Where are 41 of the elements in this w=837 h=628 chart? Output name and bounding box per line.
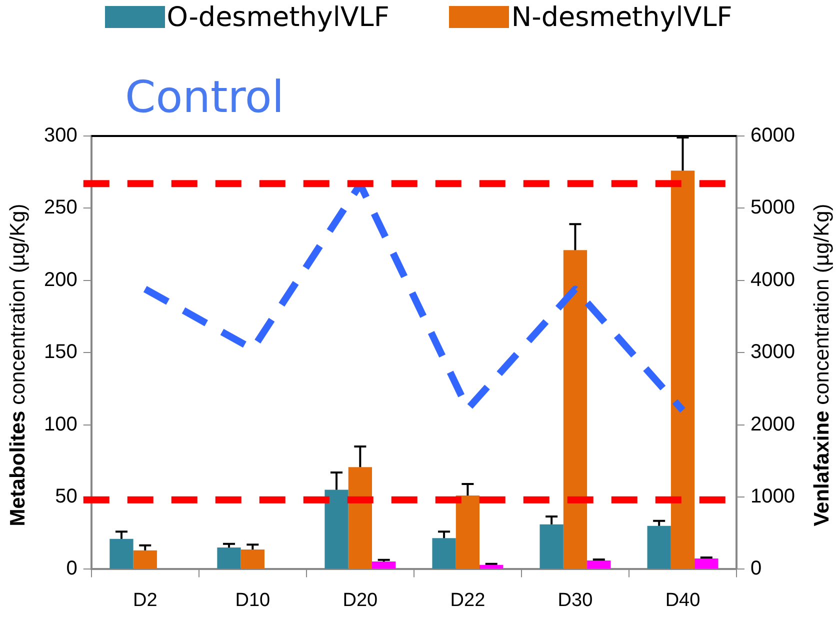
x-tick-label: D40 — [665, 590, 700, 611]
bar — [348, 467, 372, 569]
x-tick-label: D10 — [235, 590, 270, 611]
bar — [240, 550, 264, 569]
y2-tick-label: 0 — [750, 558, 762, 580]
bar — [563, 250, 588, 569]
y2-axis-title: Venlafaxine concentration (µg/Kg) — [810, 204, 834, 526]
bar — [647, 526, 671, 569]
y2-tick-label: 3000 — [750, 341, 796, 364]
bar — [110, 538, 134, 569]
bar — [670, 170, 695, 569]
y2-tick-label: 6000 — [750, 124, 796, 147]
bar — [587, 560, 611, 569]
bar — [480, 564, 504, 569]
y2-tick-label: 2000 — [750, 413, 796, 436]
y2-tick-label: 5000 — [750, 196, 796, 219]
y2-tick-label: 1000 — [750, 486, 796, 508]
bar — [540, 524, 564, 569]
bar — [456, 496, 480, 569]
legend-label: O-desmethylVLF — [166, 2, 390, 33]
bar — [217, 548, 241, 569]
y-tick-label: 150 — [44, 341, 78, 364]
y-axis-title: Metabolites concentration (µg/Kg) — [6, 204, 30, 526]
x-tick-label: D22 — [450, 590, 486, 611]
bar — [372, 562, 396, 569]
bar — [432, 538, 456, 569]
x-tick-label: D2 — [132, 590, 158, 611]
y-tick-label: 0 — [66, 558, 78, 580]
x-tick-label: D30 — [558, 590, 593, 611]
y-tick-label: 250 — [44, 196, 78, 219]
y-tick-label: 200 — [44, 268, 78, 291]
chart-title: Control — [125, 72, 284, 123]
x-tick-label: D20 — [342, 590, 378, 611]
bar — [133, 550, 157, 569]
y-tick-label: 300 — [44, 124, 78, 147]
y2-tick-label: 4000 — [750, 268, 796, 291]
bar — [694, 558, 718, 569]
bar — [324, 490, 348, 569]
legend-label: N-desmethylVLF — [510, 2, 732, 33]
y-tick-label: 100 — [44, 413, 78, 436]
y-tick-label: 50 — [55, 486, 78, 508]
